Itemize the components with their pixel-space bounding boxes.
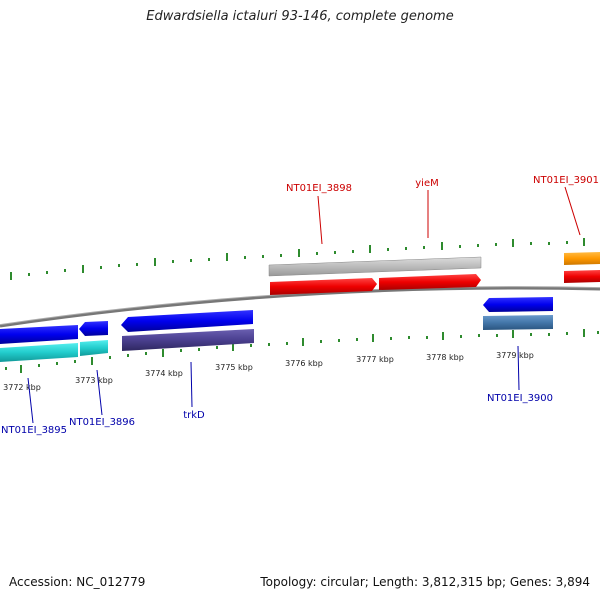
leader-line-nt01ei-3895 (27, 377, 34, 424)
gene-nt01ei-3896[interactable] (79, 321, 108, 336)
map-title: Edwardsiella ictaluri 93-146, complete g… (146, 9, 454, 24)
gene-label-nt01ei-3898[interactable]: NT01EI_3898 (286, 183, 352, 194)
gene-trkd[interactable] (121, 310, 253, 332)
gene-label-nt01ei-3900[interactable]: NT01EI_3900 (487, 393, 553, 404)
accession-text: Accession: NC_012779 (9, 575, 146, 589)
inner-tick-row (5, 329, 599, 373)
gene-label-trkd[interactable]: trkD (183, 410, 205, 421)
gene-nt01ei-3895[interactable] (0, 325, 78, 344)
gene-nt01ei-3900[interactable] (483, 297, 553, 312)
tick-label-3776: 3776 kbp (285, 359, 323, 368)
gene-nt01ei-3898[interactable] (268, 256, 482, 277)
gene-label-nt01ei-3896[interactable]: NT01EI_3896 (69, 417, 135, 428)
leader-line-nt01ei-3896 (96, 369, 103, 416)
leader-line-trkd (190, 361, 193, 408)
gene-nt01ei-3901[interactable] (564, 252, 600, 265)
gene-nt01ei-3900-cds[interactable] (483, 315, 553, 330)
gene-label-yiem[interactable]: yieM (415, 178, 438, 189)
tick-label-3772: 3772 kbp (3, 383, 41, 392)
leader-line-nt01ei-3898 (317, 195, 323, 245)
genome-summary-text: Topology: circular; Length: 3,812,315 bp… (260, 575, 590, 589)
tick-label-3775: 3775 kbp (215, 363, 253, 372)
gene-label-nt01ei-3895[interactable]: NT01EI_3895 (1, 425, 67, 436)
gene-nt01ei-3898-cds[interactable] (270, 278, 377, 295)
tick-label-3778: 3778 kbp (426, 353, 464, 362)
gene-nt01ei-3896-cds[interactable] (80, 340, 108, 356)
gene-nt01ei-3895-cds[interactable] (0, 343, 78, 362)
tick-label-3779: 3779 kbp (496, 351, 534, 360)
genome-backbone (0, 286, 600, 328)
tick-label-3774: 3774 kbp (145, 369, 183, 378)
gene-nt01ei-3901-cds[interactable] (564, 270, 600, 283)
leader-line-nt01ei-3900 (517, 345, 520, 391)
outer-tick-row (10, 238, 585, 280)
tick-label-3777: 3777 kbp (356, 355, 394, 364)
tick-label-3773: 3773 kbp (75, 376, 113, 385)
leader-line-nt01ei-3901 (564, 186, 581, 236)
gene-trkd-cds[interactable] (122, 329, 254, 351)
gene-yiem[interactable] (379, 274, 481, 290)
gene-label-nt01ei-3901[interactable]: NT01EI_3901 (533, 175, 599, 186)
